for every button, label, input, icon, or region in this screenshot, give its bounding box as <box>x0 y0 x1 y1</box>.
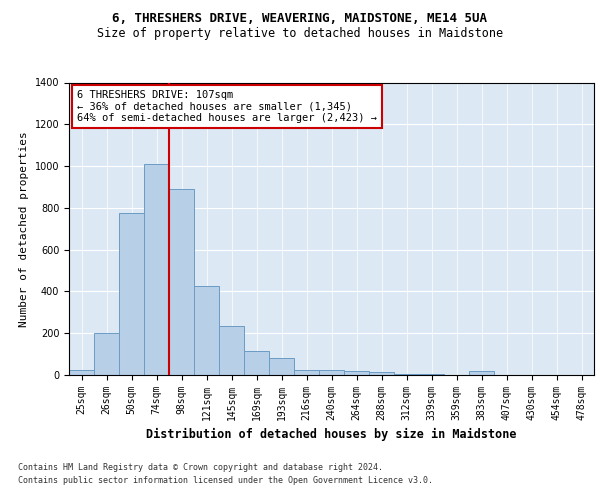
Bar <box>294 370 319 375</box>
Bar <box>144 164 169 375</box>
Bar <box>119 213 144 375</box>
Bar <box>394 374 419 375</box>
Bar <box>269 358 294 375</box>
X-axis label: Distribution of detached houses by size in Maidstone: Distribution of detached houses by size … <box>146 428 517 442</box>
Bar <box>469 371 494 375</box>
Bar <box>419 374 444 375</box>
Y-axis label: Number of detached properties: Number of detached properties <box>19 131 29 326</box>
Bar <box>94 333 119 375</box>
Bar <box>244 351 269 375</box>
Bar <box>194 286 219 375</box>
Text: Contains public sector information licensed under the Open Government Licence v3: Contains public sector information licen… <box>18 476 433 485</box>
Bar <box>344 371 369 375</box>
Bar <box>69 370 94 375</box>
Text: 6 THRESHERS DRIVE: 107sqm
← 36% of detached houses are smaller (1,345)
64% of se: 6 THRESHERS DRIVE: 107sqm ← 36% of detac… <box>77 90 377 123</box>
Text: Contains HM Land Registry data © Crown copyright and database right 2024.: Contains HM Land Registry data © Crown c… <box>18 462 383 471</box>
Bar <box>169 189 194 375</box>
Bar <box>369 372 394 375</box>
Text: 6, THRESHERS DRIVE, WEAVERING, MAIDSTONE, ME14 5UA: 6, THRESHERS DRIVE, WEAVERING, MAIDSTONE… <box>113 12 487 26</box>
Bar <box>219 326 244 375</box>
Text: Size of property relative to detached houses in Maidstone: Size of property relative to detached ho… <box>97 28 503 40</box>
Bar <box>319 370 344 375</box>
